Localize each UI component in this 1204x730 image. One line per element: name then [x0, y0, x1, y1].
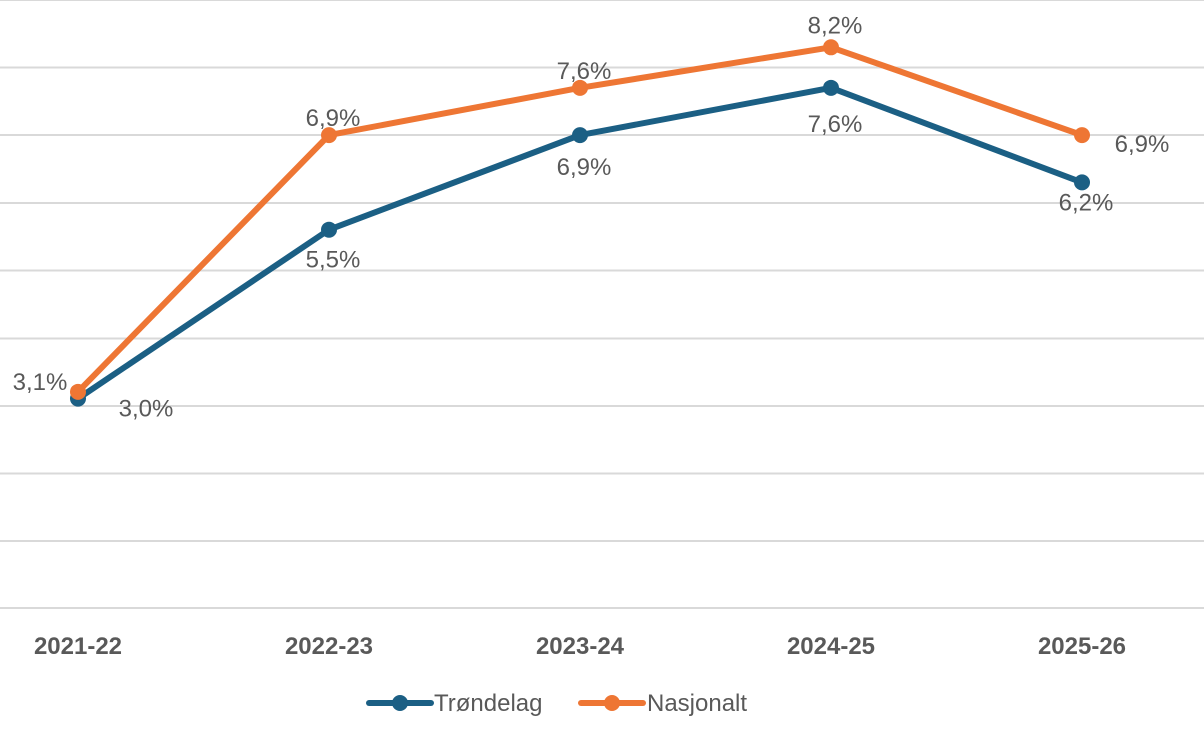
data-point: [823, 39, 839, 56]
data-label: 3,1%: [13, 369, 68, 396]
series-line-nasjonalt: [75, 44, 1085, 395]
data-point: [321, 127, 337, 144]
data-point: [823, 79, 839, 96]
x-tick-label: 2022-23: [285, 633, 373, 660]
data-label: 7,6%: [808, 111, 863, 138]
legend: Trøndelag Nasjonalt: [366, 690, 747, 717]
legend-label: Nasjonalt: [647, 690, 747, 717]
gridlines: [0, 0, 1204, 609]
data-point: [70, 383, 86, 400]
data-label: 6,2%: [1059, 189, 1114, 216]
x-tick-label: 2021-22: [34, 633, 122, 660]
x-tick-label: 2025-26: [1038, 633, 1126, 660]
data-label: 6,9%: [306, 105, 361, 132]
x-tick-label: 2023-24: [536, 633, 625, 660]
legend-swatch-marker: [604, 695, 620, 711]
data-point: [572, 127, 588, 144]
data-label: 5,5%: [306, 247, 361, 274]
data-point: [1074, 174, 1090, 191]
x-axis-tick-labels: 2021-22 2022-23 2023-24 2024-25 2025-26: [34, 633, 1126, 660]
data-point: [572, 79, 588, 96]
legend-swatch-marker: [392, 695, 408, 711]
x-tick-label: 2024-25: [787, 633, 875, 660]
series-markers: [70, 39, 1090, 407]
data-labels: 3,0% 5,5% 6,9% 7,6% 6,2% 3,1% 6,9% 7,6% 8,2% 6,9%: [13, 12, 1170, 422]
data-point: [321, 221, 337, 238]
legend-label: Trøndelag: [434, 690, 543, 717]
data-label: 8,2%: [808, 12, 863, 39]
data-label: 6,9%: [1115, 131, 1170, 158]
data-point: [1074, 127, 1090, 144]
data-label: 6,9%: [557, 154, 612, 181]
data-label: 7,6%: [557, 58, 612, 85]
data-label: 3,0%: [119, 396, 174, 423]
series-lines: [75, 44, 1085, 402]
